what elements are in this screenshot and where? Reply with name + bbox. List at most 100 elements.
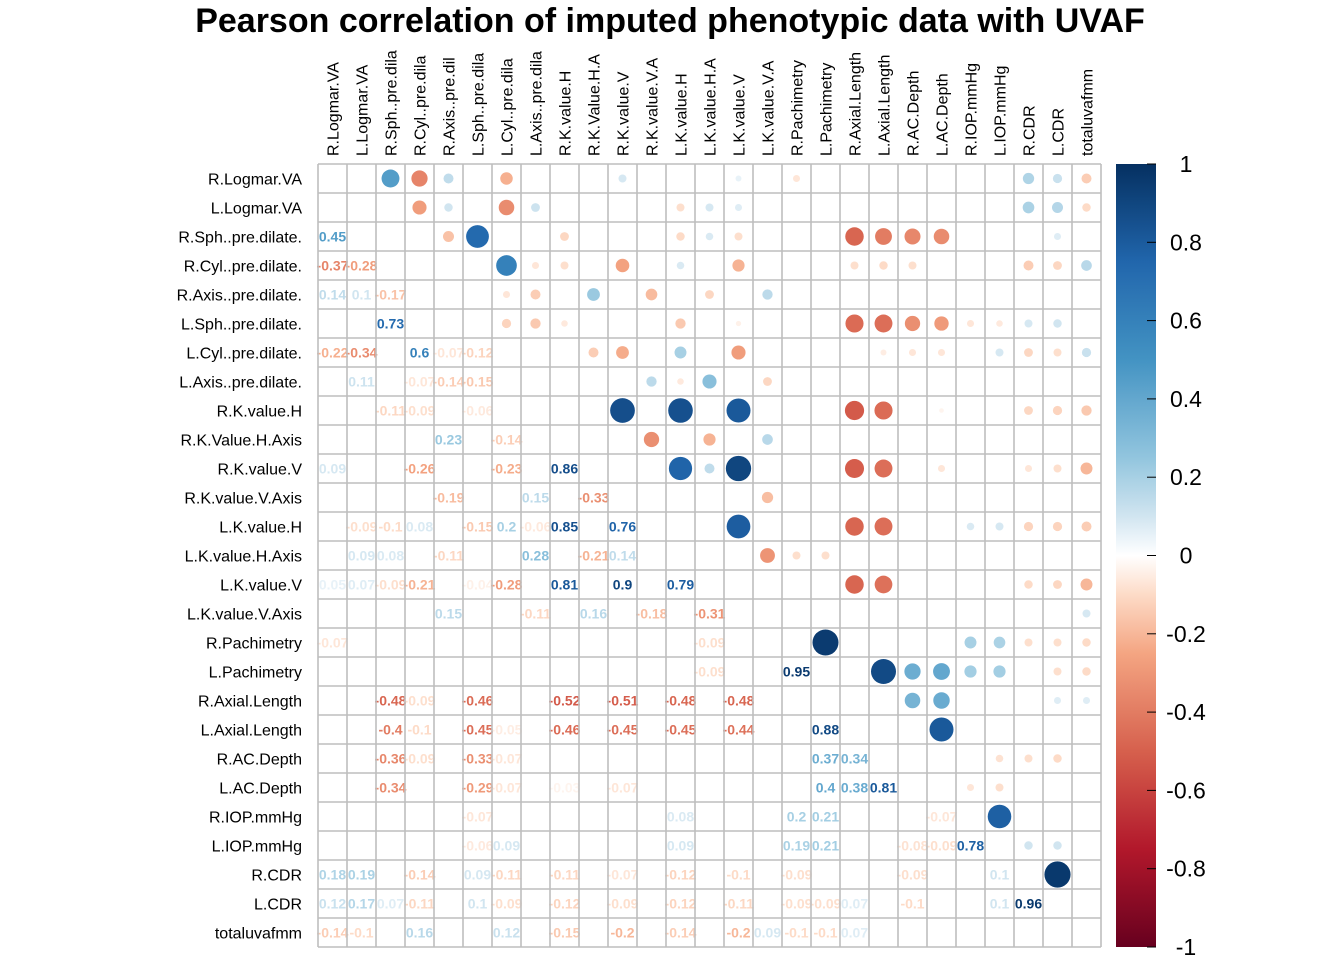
corr-circle bbox=[560, 232, 569, 241]
corr-circle bbox=[618, 174, 627, 183]
row-label: R.IOP.mmHg bbox=[209, 810, 302, 827]
corr-value: -0.11 bbox=[723, 896, 754, 912]
colorbar-tick-label: 0.8 bbox=[1170, 229, 1202, 255]
corr-value: 0.86 bbox=[551, 461, 578, 477]
corr-value: -0.33 bbox=[578, 490, 610, 506]
corr-value: 0.96 bbox=[1015, 896, 1042, 912]
row-label: L.K.value.H bbox=[219, 520, 302, 537]
corr-value: -0.46 bbox=[549, 722, 581, 738]
corr-value: 0.07 bbox=[841, 925, 868, 941]
corr-circle bbox=[870, 658, 897, 685]
corr-value: -0.04 bbox=[462, 577, 494, 593]
corr-value: -0.33 bbox=[462, 751, 494, 767]
corr-value: -0.14 bbox=[433, 374, 465, 390]
corr-circle bbox=[466, 225, 489, 248]
corr-value: -0.34 bbox=[346, 345, 378, 361]
corr-circle bbox=[675, 318, 686, 329]
corr-value: -0.26 bbox=[404, 461, 436, 477]
corr-value: -0.51 bbox=[607, 693, 639, 709]
corr-circle bbox=[560, 261, 569, 270]
corr-circle bbox=[845, 314, 864, 333]
corr-circle bbox=[587, 288, 600, 301]
corr-value: 0.4 bbox=[816, 780, 836, 796]
corr-circle bbox=[381, 169, 400, 188]
corr-circle bbox=[812, 629, 839, 656]
corr-circle bbox=[731, 345, 746, 360]
row-label: L.Axial.Length bbox=[201, 723, 302, 740]
corr-circle bbox=[676, 203, 685, 212]
column-label: L.IOP.mmHg bbox=[993, 66, 1010, 156]
corr-value: -0.09 bbox=[491, 896, 523, 912]
corr-circle bbox=[645, 288, 658, 301]
colorbar-tick-label: -1 bbox=[1176, 934, 1196, 960]
corr-value: -0.07 bbox=[433, 345, 465, 361]
corr-value: -0.09 bbox=[404, 751, 436, 767]
row-label: L.Cyl..pre.dilate. bbox=[186, 346, 302, 363]
column-label: L.Logmar.VA bbox=[355, 64, 372, 156]
corr-value: -0.07 bbox=[491, 751, 523, 767]
corr-circle bbox=[1053, 464, 1062, 473]
corr-circle bbox=[763, 377, 772, 386]
corr-circle bbox=[874, 401, 893, 420]
corr-circle bbox=[498, 199, 515, 216]
corr-circle bbox=[610, 398, 635, 423]
upper-triangle-circles bbox=[381, 169, 1093, 888]
corr-value: -0.15 bbox=[462, 374, 494, 390]
corr-circle bbox=[643, 431, 660, 448]
corr-value: -0.1 bbox=[378, 519, 402, 535]
colorbar: 1 0.8 0.6 0.4 0.2 0 -0.2 -0.4 -0.6 -0.8 -1 bbox=[1116, 151, 1206, 960]
corr-circle bbox=[966, 783, 975, 792]
row-label: L.AC.Depth bbox=[219, 781, 302, 798]
row-label: L.K.value.H.Axis bbox=[185, 549, 302, 566]
corr-circle bbox=[875, 228, 892, 245]
row-label: L.K.value.V.Axis bbox=[187, 607, 302, 624]
corr-circle bbox=[939, 408, 944, 413]
corr-circle bbox=[937, 348, 946, 357]
column-label: L.Cyl..pre.dila bbox=[500, 58, 517, 156]
corr-circle bbox=[1024, 319, 1033, 328]
corr-value: 0.88 bbox=[812, 722, 839, 738]
corr-circle bbox=[1053, 754, 1062, 763]
row-label: R.AC.Depth bbox=[217, 752, 302, 769]
corr-circle bbox=[1022, 172, 1035, 185]
corr-circle bbox=[1024, 580, 1033, 589]
row-label: R.Pachimetry bbox=[206, 636, 302, 653]
corr-circle bbox=[1082, 203, 1091, 212]
corr-circle bbox=[726, 398, 751, 423]
corr-circle bbox=[615, 258, 630, 273]
corr-value: -0.06 bbox=[462, 838, 494, 854]
corr-circle bbox=[966, 319, 975, 328]
colorbar-tick-label: 0 bbox=[1180, 543, 1193, 569]
corr-value: -0.12 bbox=[462, 345, 494, 361]
corr-value: -0.21 bbox=[578, 548, 610, 564]
corr-circle bbox=[668, 398, 693, 423]
column-label: R.K.value.V bbox=[616, 71, 633, 156]
corr-value: 0.9 bbox=[613, 577, 633, 593]
corr-circle bbox=[1023, 521, 1034, 532]
corr-value: -0.07 bbox=[404, 374, 436, 390]
corr-value: -0.07 bbox=[607, 867, 639, 883]
corr-value: 0.79 bbox=[667, 577, 694, 593]
corr-circle bbox=[1082, 667, 1091, 676]
corr-value: 0.09 bbox=[493, 838, 520, 854]
column-label: R.K.Value.H.A bbox=[587, 54, 604, 156]
corr-circle bbox=[705, 290, 714, 299]
corr-circle bbox=[987, 804, 1012, 829]
corr-circle bbox=[934, 316, 949, 331]
corr-circle bbox=[531, 203, 540, 212]
column-label: R.Pachimetry bbox=[790, 60, 807, 156]
corr-value: -0.07 bbox=[462, 809, 494, 825]
corr-circle bbox=[1053, 348, 1062, 357]
row-label: R.K.value.V bbox=[218, 462, 303, 479]
corr-value: 0.09 bbox=[754, 925, 781, 941]
corr-value: 0.1 bbox=[352, 287, 372, 303]
corr-value: -0.28 bbox=[346, 258, 378, 274]
row-label: R.K.Value.H.Axis bbox=[180, 433, 302, 450]
corr-value: 0.1 bbox=[990, 896, 1010, 912]
column-label: R.K.value.V.A bbox=[645, 58, 662, 156]
corr-circle bbox=[443, 173, 454, 184]
corr-value: 0.12 bbox=[493, 925, 520, 941]
corr-circle bbox=[761, 491, 774, 504]
corr-circle bbox=[908, 348, 917, 357]
corr-circle bbox=[704, 463, 715, 474]
